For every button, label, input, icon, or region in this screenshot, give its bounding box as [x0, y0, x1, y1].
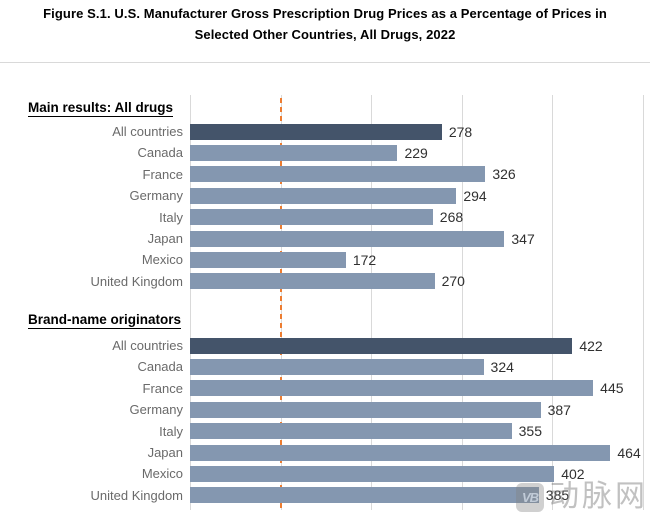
bar-value-label: 402	[561, 465, 585, 482]
bar	[190, 444, 611, 461]
figure-title-line1: Figure S.1. U.S. Manufacturer Gross Pres…	[43, 6, 607, 21]
bar	[190, 465, 555, 482]
bar	[190, 144, 398, 161]
bar-value-label: 324	[490, 358, 514, 375]
gridline	[190, 95, 191, 510]
bar-value-label: 355	[518, 423, 542, 440]
category-label: Canada	[137, 359, 183, 375]
bar-value-label: 387	[547, 401, 571, 418]
category-label: Germany	[129, 188, 183, 204]
bar	[190, 487, 539, 504]
category-label: United Kingdom	[90, 487, 184, 503]
gridline	[461, 95, 463, 510]
bar-value-label: 294	[463, 187, 487, 204]
bar	[190, 401, 541, 418]
bar	[190, 273, 435, 290]
category-label: France	[142, 166, 183, 182]
category-label: Canada	[137, 145, 183, 161]
bar	[190, 209, 433, 226]
bar-value-label: 326	[492, 166, 516, 183]
bar-value-label: 278	[448, 123, 473, 140]
gridline	[552, 95, 554, 510]
category-label: Japan	[147, 445, 183, 460]
bar	[190, 251, 346, 268]
bar	[190, 166, 486, 183]
bar	[190, 337, 573, 354]
category-label: Japan	[147, 231, 183, 246]
group-header: Main results: All drugs	[28, 100, 174, 117]
bar	[190, 123, 442, 140]
group-header: Brand-name originators	[28, 312, 182, 329]
bar-value-label: 172	[352, 251, 377, 268]
category-label: United Kingdom	[90, 273, 184, 289]
category-label: Mexico	[141, 252, 183, 268]
category-label: Mexico	[141, 466, 183, 482]
figure-title: Figure S.1. U.S. Manufacturer Gross Pres…	[0, 3, 650, 45]
bar	[190, 187, 457, 204]
figure-title-line2: Selected Other Countries, All Drugs, 202…	[194, 27, 456, 42]
category-label: Italy	[159, 209, 183, 225]
bar	[190, 423, 512, 440]
bar-value-label: 422	[579, 337, 603, 354]
group-header-label: Main results: All drugs	[28, 100, 174, 117]
bar-value-label: 270	[441, 273, 465, 290]
gridline	[643, 95, 644, 510]
group-header-label: Brand-name originators	[28, 312, 182, 329]
bar	[190, 358, 484, 375]
reference-line	[279, 98, 282, 510]
category-label: Italy	[159, 423, 183, 439]
category-label: France	[142, 380, 183, 396]
category-label: All countries	[112, 338, 183, 353]
bar-value-label: 268	[439, 209, 464, 226]
title-divider	[0, 62, 650, 63]
category-label: All countries	[112, 124, 183, 139]
bar	[190, 380, 594, 397]
bar-value-label: 445	[600, 380, 624, 397]
bar-value-label: 229	[404, 144, 428, 161]
bar	[190, 230, 505, 247]
bar-value-label: 464	[617, 444, 641, 461]
bar-value-label: 347	[511, 230, 535, 247]
gridline	[371, 95, 373, 510]
category-label: Germany	[129, 402, 183, 418]
bar-value-label: 385	[545, 487, 570, 504]
